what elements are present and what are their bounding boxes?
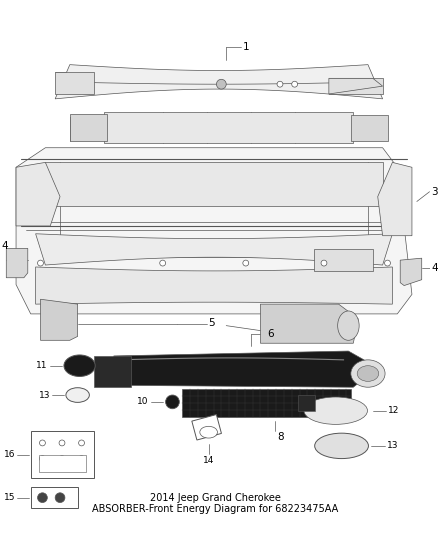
Circle shape: [38, 260, 43, 266]
Bar: [94, 356, 131, 387]
Polygon shape: [40, 299, 78, 340]
Bar: [182, 389, 351, 417]
Text: 16: 16: [4, 450, 15, 459]
Bar: [39, 455, 86, 472]
Circle shape: [55, 493, 65, 503]
Text: 12: 12: [388, 406, 399, 415]
Ellipse shape: [64, 355, 95, 376]
Text: 3: 3: [431, 187, 438, 197]
Bar: [297, 395, 315, 411]
Circle shape: [243, 260, 249, 266]
Circle shape: [59, 440, 65, 446]
Circle shape: [166, 395, 179, 409]
Bar: [31, 431, 94, 478]
Text: 2: 2: [370, 118, 377, 128]
Bar: [351, 116, 389, 141]
Polygon shape: [329, 78, 383, 94]
Circle shape: [277, 81, 283, 87]
Bar: [31, 487, 78, 508]
Bar: [192, 415, 222, 440]
Text: 10: 10: [137, 398, 148, 406]
Circle shape: [39, 456, 46, 462]
Text: 4: 4: [1, 240, 8, 251]
Polygon shape: [261, 304, 358, 343]
Circle shape: [292, 81, 297, 87]
Polygon shape: [35, 234, 392, 265]
Bar: [70, 114, 107, 141]
Text: 14: 14: [203, 456, 214, 465]
Text: 4: 4: [431, 263, 438, 273]
Polygon shape: [55, 64, 383, 99]
Polygon shape: [16, 148, 412, 314]
Text: ABSORBER-Front Energy Diagram for 68223475AA: ABSORBER-Front Energy Diagram for 682234…: [92, 504, 339, 514]
Ellipse shape: [66, 387, 89, 402]
Circle shape: [216, 79, 226, 89]
Circle shape: [321, 260, 327, 266]
Polygon shape: [378, 163, 412, 236]
Circle shape: [39, 440, 46, 446]
Circle shape: [59, 456, 65, 462]
Text: 11: 11: [36, 361, 47, 370]
Ellipse shape: [304, 397, 367, 424]
Polygon shape: [35, 267, 392, 304]
Polygon shape: [16, 163, 60, 226]
Circle shape: [38, 493, 47, 503]
Bar: [314, 249, 373, 271]
Ellipse shape: [351, 360, 385, 387]
Text: 13: 13: [386, 441, 398, 450]
Text: 5: 5: [208, 318, 215, 328]
Circle shape: [385, 260, 390, 266]
Text: 6: 6: [267, 329, 274, 340]
Text: 2014 Jeep Grand Cherokee: 2014 Jeep Grand Cherokee: [150, 492, 281, 503]
Bar: [46, 163, 383, 206]
Circle shape: [78, 440, 85, 446]
Bar: [55, 72, 94, 94]
Ellipse shape: [200, 426, 217, 438]
Polygon shape: [400, 258, 422, 286]
Polygon shape: [114, 351, 378, 387]
Ellipse shape: [338, 311, 359, 340]
Ellipse shape: [314, 433, 368, 458]
Text: 8: 8: [277, 432, 284, 442]
Ellipse shape: [357, 366, 379, 381]
Circle shape: [78, 456, 85, 462]
Text: 13: 13: [39, 391, 50, 400]
Bar: [104, 111, 353, 143]
Polygon shape: [6, 248, 28, 278]
Text: 1: 1: [243, 42, 250, 52]
Bar: [329, 78, 383, 94]
Text: 15: 15: [4, 493, 15, 502]
Circle shape: [160, 260, 166, 266]
